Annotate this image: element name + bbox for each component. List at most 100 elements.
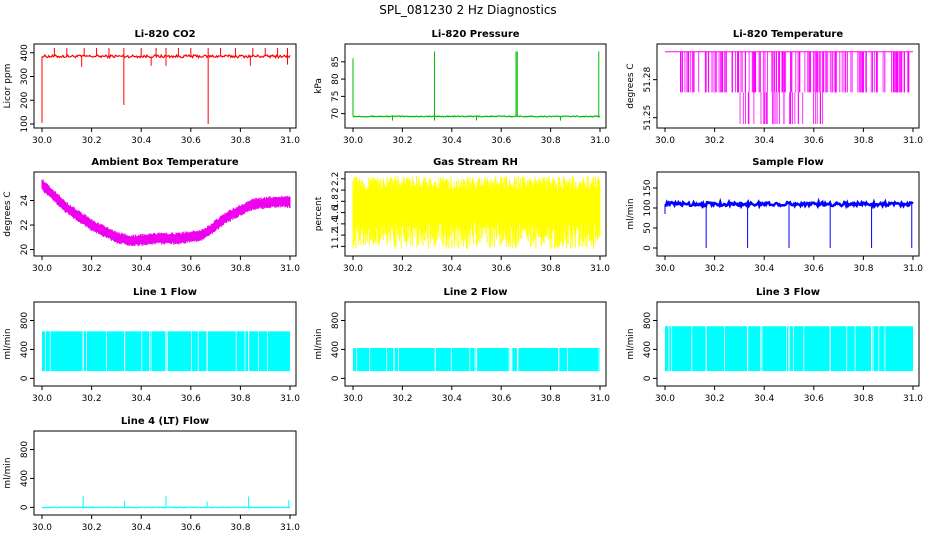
y-axis-label: ml/min: [3, 457, 13, 488]
y-tick-label: 1: [331, 244, 341, 250]
y-tick-label: 400: [331, 341, 341, 358]
x-tick-label: 30.0: [655, 264, 675, 274]
figure-title: SPL_081230 2 Hz Diagnostics: [379, 3, 556, 17]
y-tick-label: 22: [20, 219, 30, 230]
x-tick-label: 30.6: [804, 264, 824, 274]
y-tick-label: 1.2: [331, 228, 341, 242]
panel-title: Li-820 Pressure: [431, 29, 519, 40]
y-tick-label: 2: [331, 187, 341, 193]
plot-frame: [33, 43, 297, 129]
x-tick-label: 31.0: [280, 523, 300, 533]
x-tick-label: 31.0: [903, 136, 923, 146]
series-line: [352, 51, 601, 121]
y-tick-label: 800: [331, 312, 341, 329]
series-line: [41, 48, 291, 124]
y-tick-label: 85: [331, 56, 341, 67]
x-tick-label: 30.0: [343, 264, 363, 274]
y-tick-label: 0: [20, 375, 30, 381]
panel-title: Ambient Box Temperature: [91, 157, 238, 168]
x-tick-label: 30.2: [392, 394, 412, 404]
y-tick-label: 51.25: [643, 105, 653, 131]
y-tick-label: 51.28: [643, 67, 653, 93]
x-tick-label: 30.4: [754, 264, 774, 274]
x-tick-label: 30.0: [32, 394, 52, 404]
y-axis-label: ml/min: [626, 198, 636, 229]
x-tick-label: 30.2: [82, 523, 102, 533]
x-tick-label: 30.6: [491, 136, 511, 146]
y-tick-label: 400: [20, 470, 30, 487]
x-tick-label: 30.2: [705, 394, 725, 404]
panel-8: Line 2 Flow 30.0 30.2 30.4 30.6 30.8 31.0 0 400 8…: [314, 287, 610, 404]
plot-frame: [33, 430, 297, 516]
y-axis-label: ml/min: [626, 328, 636, 359]
panel-7: Line 1 Flow 30.0 30.2 30.4 30.6 30.8 31.0 0 400 8…: [3, 287, 300, 404]
x-tick-label: 30.4: [442, 264, 462, 274]
x-tick-label: 30.6: [181, 264, 201, 274]
y-tick-label: 1.4: [331, 216, 341, 231]
y-tick-label: 400: [20, 44, 30, 61]
x-tick-label: 30.8: [230, 264, 250, 274]
x-tick-label: 30.4: [131, 136, 151, 146]
x-tick-label: 30.8: [541, 394, 561, 404]
x-tick-label: 30.0: [655, 136, 675, 146]
y-tick-label: 20: [20, 244, 30, 256]
plot-frame: [33, 171, 297, 257]
y-tick-label: 300: [20, 68, 30, 85]
series-line: [664, 197, 914, 248]
x-tick-label: 30.0: [343, 394, 363, 404]
y-axis-label: ml/min: [314, 328, 324, 359]
x-tick-label: 30.0: [32, 136, 52, 146]
y-tick-label: 800: [643, 312, 653, 329]
x-tick-label: 30.8: [230, 394, 250, 404]
y-axis-label: Licor ppm: [3, 64, 13, 109]
y-tick-label: 200: [20, 91, 30, 108]
x-tick-label: 30.8: [853, 264, 873, 274]
x-tick-label: 30.0: [32, 264, 52, 274]
x-tick-label: 30.2: [705, 136, 725, 146]
x-tick-label: 30.4: [754, 394, 774, 404]
series-line: [665, 51, 913, 124]
x-tick-label: 30.2: [82, 136, 102, 146]
panel-9: Line 3 Flow 30.0 30.2 30.4 30.6 30.8 31.0 0 400 8…: [626, 287, 923, 404]
x-tick-label: 31.0: [280, 264, 300, 274]
plot-frame: [656, 171, 920, 257]
plot-frame: [344, 43, 607, 129]
x-tick-label: 30.4: [442, 136, 462, 146]
y-tick-label: 1.6: [331, 205, 341, 220]
panel-4: Ambient Box Temperature 30.0 30.2 30.4 30.6 3…: [3, 157, 300, 274]
x-tick-label: 30.8: [853, 136, 873, 146]
x-tick-label: 31.0: [280, 136, 300, 146]
x-tick-label: 30.6: [491, 394, 511, 404]
y-axis-label: ml/min: [3, 328, 13, 359]
x-tick-label: 30.4: [131, 523, 151, 533]
y-axis-label: degrees C: [3, 191, 13, 236]
x-tick-label: 30.6: [181, 523, 201, 533]
x-tick-label: 31.0: [590, 394, 610, 404]
x-tick-label: 30.4: [442, 394, 462, 404]
y-tick-label: 100: [643, 199, 653, 216]
y-tick-label: 0: [331, 375, 341, 381]
x-tick-label: 31.0: [903, 264, 923, 274]
plot-frame: [656, 43, 920, 129]
y-tick-label: 400: [20, 341, 30, 358]
x-tick-label: 30.0: [32, 523, 52, 533]
series-line: [353, 347, 600, 372]
y-axis-label: kPa: [314, 78, 324, 94]
y-tick-label: 1.8: [331, 194, 341, 209]
y-tick-label: 75: [331, 91, 341, 102]
y-tick-label: 70: [331, 108, 341, 120]
x-tick-label: 30.4: [131, 394, 151, 404]
series-line: [42, 331, 290, 372]
x-tick-label: 30.8: [230, 136, 250, 146]
x-tick-label: 30.6: [181, 394, 201, 404]
x-tick-label: 31.0: [280, 394, 300, 404]
x-tick-label: 30.2: [705, 264, 725, 274]
x-tick-label: 31.0: [903, 394, 923, 404]
x-tick-label: 30.8: [541, 264, 561, 274]
plot-frame: [344, 171, 607, 257]
panel-3: Li-820 Temperature 30.0 30.2 30.4 30.6 30.8 31…: [626, 29, 923, 146]
x-tick-label: 30.4: [131, 264, 151, 274]
series-line: [352, 176, 601, 250]
x-tick-label: 30.6: [491, 264, 511, 274]
